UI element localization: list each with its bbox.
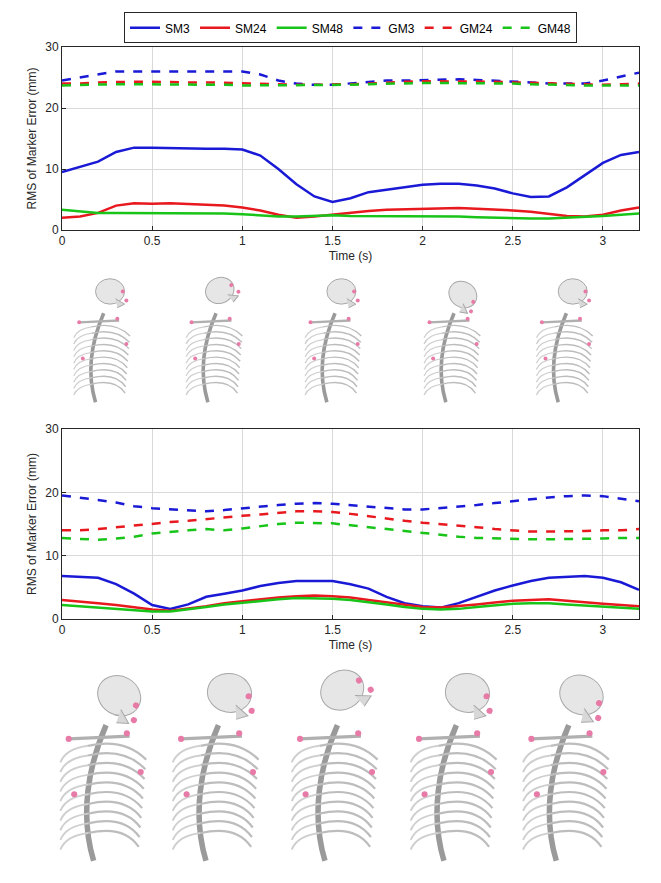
svg-text:30: 30 [45,40,59,54]
svg-text:0.5: 0.5 [144,623,161,637]
svg-text:RMS of Marker Error (mm): RMS of Marker Error (mm) [25,453,39,595]
svg-text:0.5: 0.5 [144,234,161,248]
svg-text:3: 3 [600,234,607,248]
svg-text:1: 1 [239,234,246,248]
svg-text:RMS of Marker Error (mm): RMS of Marker Error (mm) [25,68,39,210]
svg-text:2: 2 [419,623,426,637]
svg-text:3: 3 [600,623,607,637]
svg-text:10: 10 [45,162,59,176]
svg-text:30: 30 [45,422,59,436]
svg-text:GM48: GM48 [538,22,571,36]
svg-text:1: 1 [239,623,246,637]
svg-text:GM3: GM3 [388,22,414,36]
svg-text:2.5: 2.5 [504,234,521,248]
svg-text:0: 0 [52,223,59,237]
svg-text:SM3: SM3 [165,22,190,36]
svg-text:Time (s): Time (s) [329,249,373,263]
svg-text:2.5: 2.5 [504,623,521,637]
svg-text:2: 2 [419,234,426,248]
svg-text:20: 20 [45,486,59,500]
svg-text:0: 0 [59,234,66,248]
svg-text:GM24: GM24 [460,22,493,36]
svg-text:1.5: 1.5 [324,623,341,637]
svg-text:Time (s): Time (s) [329,638,373,652]
svg-text:SM48: SM48 [312,22,344,36]
svg-text:0: 0 [59,623,66,637]
svg-text:1.5: 1.5 [324,234,341,248]
svg-text:10: 10 [45,549,59,563]
svg-text:SM24: SM24 [235,22,267,36]
svg-text:20: 20 [45,101,59,115]
svg-text:0: 0 [52,612,59,626]
